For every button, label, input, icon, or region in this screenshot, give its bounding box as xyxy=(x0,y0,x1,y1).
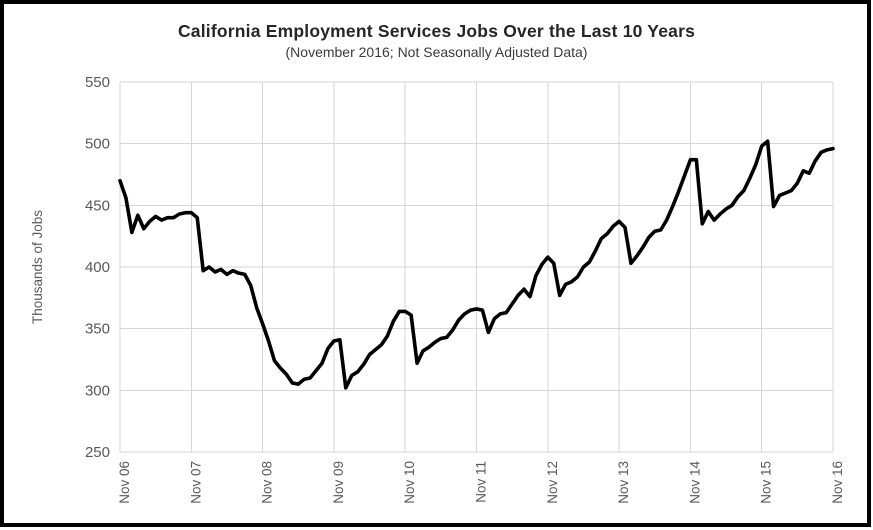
x-tick-label: Nov 10 xyxy=(402,461,417,504)
x-tick-label: Nov 08 xyxy=(260,461,275,504)
y-tick-label: 350 xyxy=(85,321,110,338)
x-tick-label: Nov 14 xyxy=(687,461,702,504)
data-line xyxy=(118,139,835,390)
y-tick-label: 300 xyxy=(85,382,110,399)
x-axis-tick-labels: Nov 06 Nov 07 Nov 08 Nov 09 Nov 10 Nov 11 Nov … xyxy=(117,461,845,504)
y-axis-tick-labels: 250 300 350 400 450 500 550 xyxy=(85,74,110,461)
x-tick-label: Nov 12 xyxy=(545,461,560,504)
y-tick-label: 450 xyxy=(85,197,110,214)
y-tick-label: 550 xyxy=(85,74,110,91)
x-tick-label: Nov 13 xyxy=(616,461,631,504)
gridlines xyxy=(119,81,834,453)
y-tick-label: 500 xyxy=(85,136,110,153)
x-tick-label: Nov 09 xyxy=(331,461,346,504)
y-axis-title: Thousands of Jobs xyxy=(30,210,45,324)
x-tick-label: Nov 11 xyxy=(474,461,489,503)
x-tick-label: Nov 07 xyxy=(188,461,203,504)
y-tick-label: 250 xyxy=(85,444,110,461)
y-tick-label: 400 xyxy=(85,259,110,276)
x-tick-label: Nov 06 xyxy=(117,461,132,504)
x-tick-label: Nov 16 xyxy=(830,461,845,504)
x-tick-label: Nov 15 xyxy=(759,461,774,504)
